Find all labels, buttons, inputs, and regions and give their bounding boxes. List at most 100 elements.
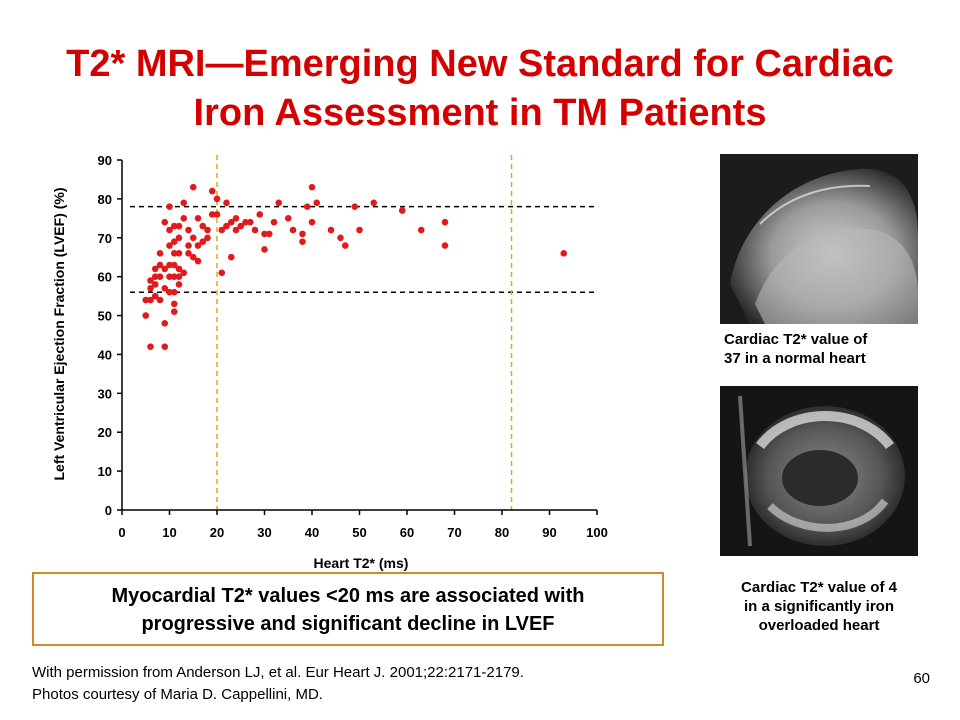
y-tick-label: 70: [98, 231, 112, 246]
data-point: [189, 183, 197, 191]
reference-lines: [130, 155, 598, 510]
data-point: [265, 230, 273, 238]
data-point: [327, 226, 335, 234]
slide-title-line1: T2* MRI—Emerging New Standard for Cardia…: [66, 43, 894, 85]
caption-normal-heart: Cardiac T2* value of 37 in a normal hear…: [724, 330, 867, 368]
x-tick-label: 70: [447, 525, 461, 540]
citation-footer: With permission from Anderson LJ, et al.…: [32, 662, 524, 706]
data-point: [161, 320, 169, 327]
mri-image-iron-overloaded-heart: [720, 386, 918, 556]
data-point: [199, 222, 207, 230]
data-point: [185, 250, 192, 257]
slide-title: T2* MRI—Emerging New Standard for Cardia…: [0, 40, 960, 138]
data-point: [175, 234, 183, 242]
data-point: [175, 265, 183, 273]
data-point: [189, 234, 197, 242]
caption-normal-line1: Cardiac T2* value of: [724, 331, 868, 348]
data-point: [170, 238, 178, 245]
data-point: [166, 288, 173, 296]
data-point: [398, 207, 406, 214]
data-point: [256, 211, 264, 218]
data-point: [175, 273, 183, 280]
data-point: [142, 312, 150, 319]
data-point: [370, 199, 378, 207]
data-point: [151, 273, 159, 280]
data-point: [151, 281, 159, 288]
data-point: [218, 226, 226, 234]
data-point: [275, 199, 283, 207]
data-point: [180, 199, 188, 207]
x-tick-label: 80: [495, 525, 509, 540]
y-tick-label: 90: [98, 153, 112, 168]
data-point: [261, 230, 268, 238]
x-tick-label: 20: [210, 525, 224, 540]
data-point: [246, 218, 254, 226]
caption-overloaded-line2: in a significantly iron: [743, 598, 895, 615]
data-point: [170, 273, 178, 280]
x-tick-label: 90: [542, 525, 556, 540]
data-point: [170, 261, 178, 269]
chart-axes: 0 10 20 30 40 50 60 70 80 90 0 10 20 30 40 50 60 70 80 90 10…: [98, 153, 608, 540]
data-point: [170, 288, 178, 296]
data-point: [170, 250, 178, 257]
data-point: [299, 238, 306, 245]
data-point: [289, 226, 297, 234]
data-point: [560, 250, 568, 257]
data-point: [161, 343, 169, 350]
data-point: [356, 226, 363, 234]
data-point: [166, 226, 173, 234]
data-point: [142, 296, 150, 304]
data-point: [199, 238, 207, 245]
callout-line2: progressive and significant decline in L…: [141, 613, 555, 635]
callout-line1: Myocardial T2* values <20 ms are associa…: [111, 585, 585, 607]
data-point: [232, 215, 240, 222]
caption-overloaded-line3: overloaded heart: [758, 617, 880, 634]
data-point: [147, 285, 154, 292]
data-point: [156, 273, 164, 280]
data-point: [170, 308, 178, 315]
data-point: [166, 203, 173, 210]
data-point: [194, 242, 202, 249]
data-point: [204, 234, 211, 242]
x-tick-label: 100: [586, 525, 608, 540]
data-point: [175, 250, 183, 257]
y-tick-label: 60: [98, 270, 112, 285]
data-point: [151, 265, 159, 273]
data-point: [208, 187, 216, 195]
data-point: [242, 218, 249, 226]
data-point: [299, 230, 306, 238]
data-point: [313, 199, 321, 207]
data-point: [341, 242, 349, 249]
key-finding-callout: Myocardial T2* values <20 ms are associa…: [32, 572, 664, 646]
data-point: [237, 222, 245, 230]
data-point: [170, 300, 178, 308]
data-point: [208, 211, 216, 218]
data-point: [308, 183, 316, 191]
x-tick-label: 60: [400, 525, 414, 540]
data-point: [351, 203, 359, 210]
y-tick-label: 0: [105, 503, 112, 518]
data-point: [161, 218, 169, 226]
data-point: [337, 234, 344, 242]
data-point: [161, 285, 169, 292]
caption-normal-line2: 37 in a normal heart: [724, 350, 866, 367]
data-point: [227, 253, 235, 261]
y-tick-label: 20: [98, 425, 112, 440]
data-point: [270, 218, 278, 226]
caption-overloaded-line1: Cardiac T2* value of 4: [741, 579, 897, 596]
data-point: [261, 246, 268, 253]
x-axis-label: Heart T2* (ms): [314, 555, 409, 571]
data-point: [308, 218, 316, 226]
data-point: [227, 218, 235, 226]
data-point: [232, 226, 240, 234]
data-point: [147, 277, 154, 284]
x-tick-label: 10: [162, 525, 176, 540]
data-point: [170, 222, 178, 230]
data-point: [185, 226, 192, 234]
data-point: [161, 265, 169, 273]
page-number: 60: [913, 670, 930, 687]
x-tick-label: 40: [305, 525, 319, 540]
data-point: [151, 292, 159, 300]
data-point: [185, 242, 192, 249]
data-point: [213, 211, 221, 218]
